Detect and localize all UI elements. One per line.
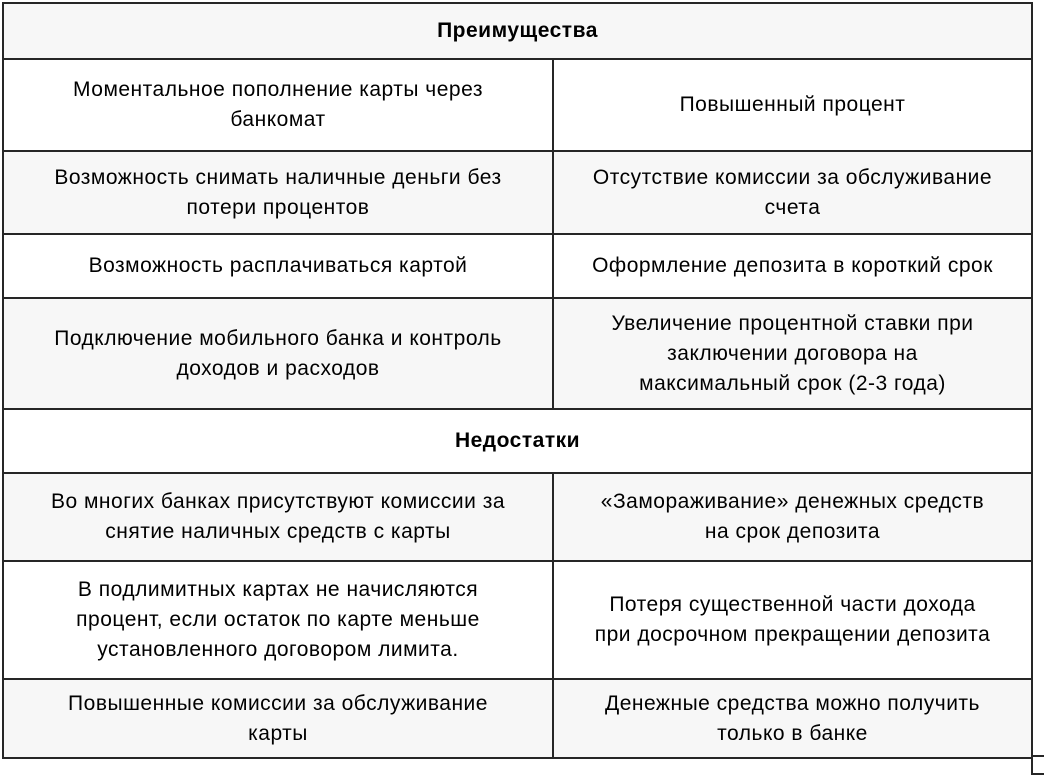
table-cell: Во многих банках присутствуют комиссии з… bbox=[2, 472, 554, 562]
table-cell: В подлимитных картах не начисляются проц… bbox=[2, 560, 554, 680]
table-resize-handle[interactable] bbox=[1031, 755, 1044, 775]
advantages-disadvantages-table: Преимущества Моментальное пополнение кар… bbox=[2, 2, 1033, 759]
table-cell: Возможность расплачиваться картой bbox=[2, 233, 554, 299]
table-row: Возможность снимать наличные деньги без … bbox=[2, 150, 1033, 235]
table-row: Возможность расплачиваться картой Оформл… bbox=[2, 233, 1033, 299]
table-cell: Повышенный процент bbox=[552, 58, 1033, 152]
table-cell: Повышенные комиссии за обслуживание карт… bbox=[2, 678, 554, 759]
table-row: Моментальное пополнение карты через банк… bbox=[2, 58, 1033, 152]
table-row: Недостатки bbox=[2, 408, 1033, 474]
section-header-disadvantages: Недостатки bbox=[2, 408, 1033, 474]
table-cell: Потеря существенной части дохода при дос… bbox=[552, 560, 1033, 680]
table-cell: Моментальное пополнение карты через банк… bbox=[2, 58, 554, 152]
table-row: Подключение мобильного банка и контроль … bbox=[2, 297, 1033, 410]
table-cell: Подключение мобильного банка и контроль … bbox=[2, 297, 554, 410]
table-cell: «Замораживание» денежных средств на срок… bbox=[552, 472, 1033, 562]
table-cell: Денежные средства можно получить только … bbox=[552, 678, 1033, 759]
table-cell: Отсутствие комиссии за обслуживание счет… bbox=[552, 150, 1033, 235]
table-cell: Увеличение процентной ставки при заключе… bbox=[552, 297, 1033, 410]
section-header-advantages: Преимущества bbox=[2, 2, 1033, 60]
table-row: В подлимитных картах не начисляются проц… bbox=[2, 560, 1033, 680]
table-cell: Возможность снимать наличные деньги без … bbox=[2, 150, 554, 235]
table-row: Повышенные комиссии за обслуживание карт… bbox=[2, 678, 1033, 759]
table-row: Преимущества bbox=[2, 2, 1033, 60]
table-cell: Оформление депозита в короткий срок bbox=[552, 233, 1033, 299]
table-row: Во многих банках присутствуют комиссии з… bbox=[2, 472, 1033, 562]
